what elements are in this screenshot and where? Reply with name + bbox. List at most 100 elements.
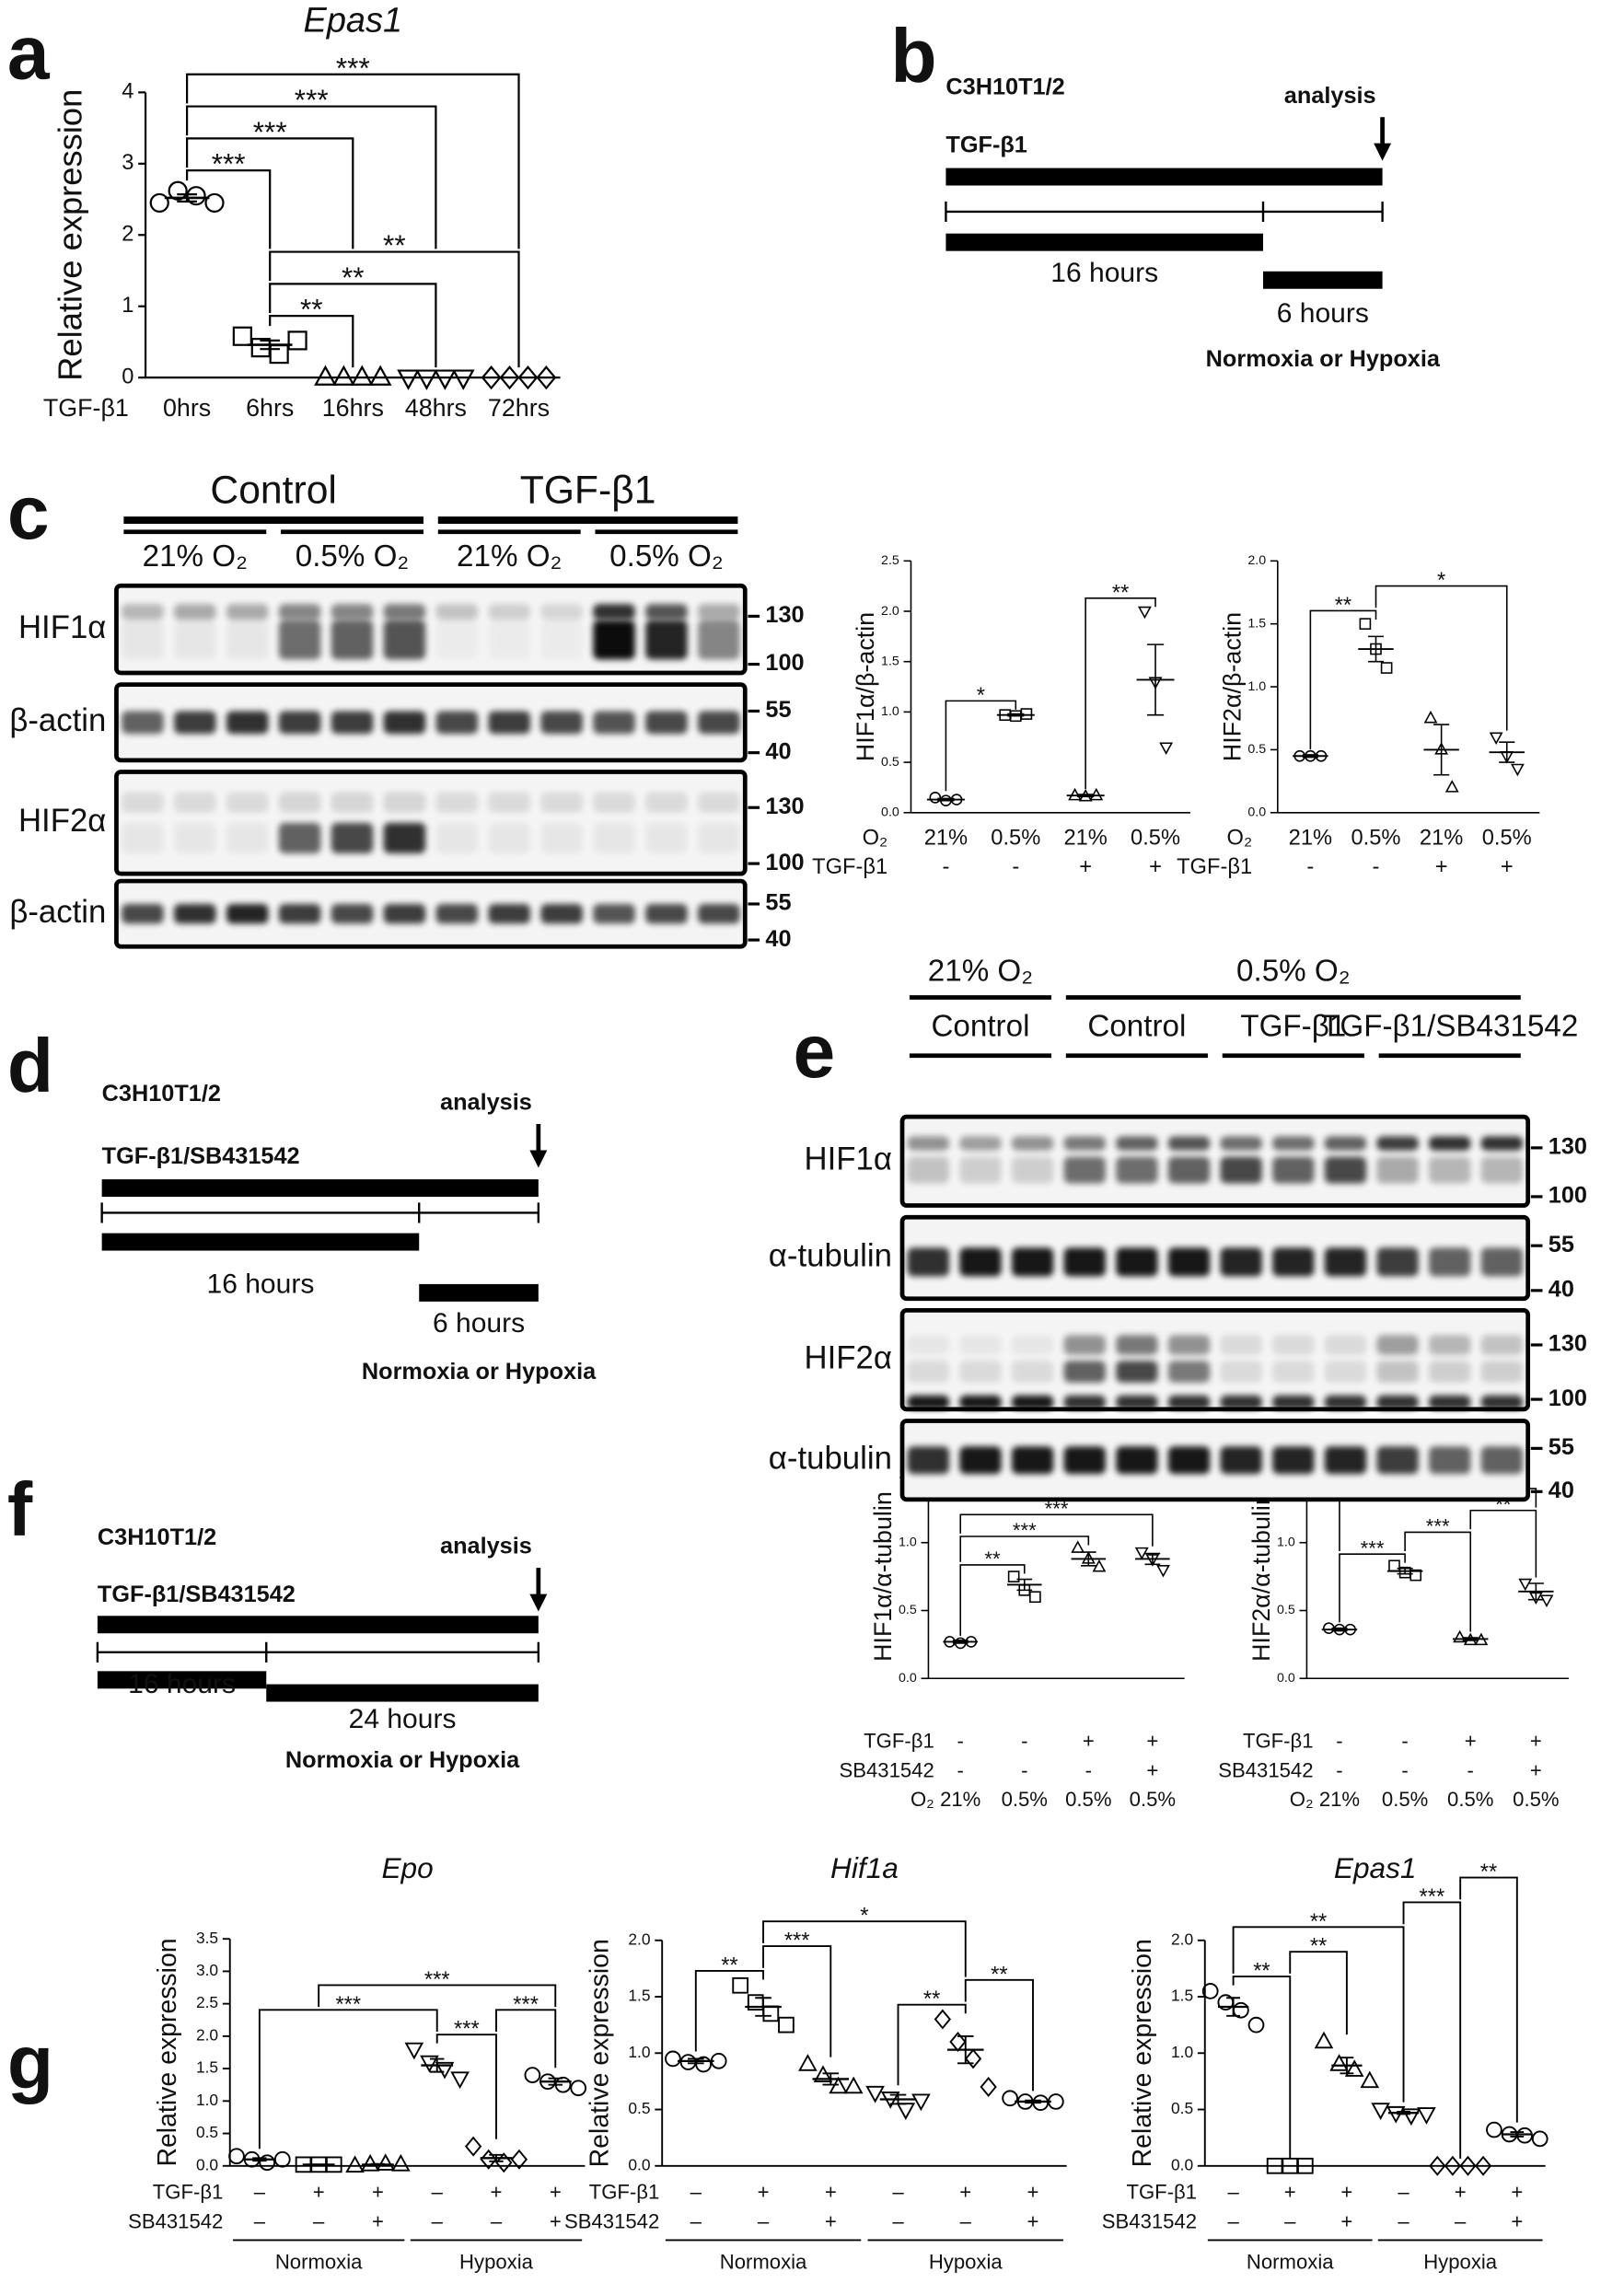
size-marker: 100 [1549, 1385, 1587, 1411]
x-tick-label: + [1083, 1730, 1095, 1753]
blot-frame [114, 583, 748, 676]
y-axis-label: HIF1α/α-tubulin [869, 1491, 897, 1662]
data-point [368, 365, 392, 386]
data-point [464, 2136, 482, 2157]
data-point [499, 365, 520, 390]
y-tick-label: 1.5 [1171, 1987, 1193, 2005]
x-tick-label: 21% [1420, 826, 1463, 850]
treatment-bar [101, 1179, 539, 1198]
data-point [345, 2155, 365, 2173]
significance-label: *** [1361, 1536, 1385, 1559]
band [907, 1395, 949, 1409]
error-bar [1146, 643, 1165, 716]
y-tick-label: 1.5 [196, 2058, 218, 2077]
error-bar [1144, 1552, 1161, 1566]
band [1272, 1395, 1315, 1409]
condition-label: Normoxia or Hypoxia [285, 1747, 520, 1773]
size-marker: 100 [1549, 1183, 1587, 1209]
size-marker: 40 [1549, 1478, 1574, 1503]
time-axis [96, 1641, 540, 1663]
x-row-label: TGF-β1 [1243, 1730, 1314, 1753]
x-tick-label: – [313, 2209, 325, 2232]
band [435, 822, 479, 854]
y-tick-label: 1.0 [899, 1535, 917, 1549]
y-tick-label: 0.5 [1247, 742, 1266, 757]
band [488, 792, 530, 813]
treatment-bar [97, 1616, 539, 1634]
x-tick-label: – [254, 2209, 266, 2232]
band [698, 711, 740, 735]
blot-frame [114, 682, 748, 763]
x-row-label: TGF-β1 [43, 394, 129, 422]
y-tick-label: 1.5 [881, 654, 899, 668]
band [1116, 1395, 1158, 1409]
significance-bracket [945, 700, 1017, 792]
x-row-label: TGF-β1 [1177, 855, 1252, 879]
band [1272, 1247, 1315, 1277]
x-tick-label: – [892, 2181, 904, 2204]
panel-label: b [890, 15, 936, 99]
lane-header: 0.5% O₂ [296, 539, 410, 574]
data-point [1444, 2155, 1462, 2176]
data-point [350, 365, 374, 386]
significance-label: *** [295, 83, 329, 116]
blot-frame [899, 1419, 1531, 1502]
band [1429, 1247, 1471, 1277]
error-bar [1025, 2099, 1041, 2104]
band [174, 604, 216, 620]
band [1063, 1156, 1106, 1184]
time-axis [945, 201, 1384, 223]
error-bar [1340, 2057, 1354, 2075]
significance-bracket [186, 73, 520, 249]
blot-row-label: α-tubulin [769, 1441, 892, 1476]
significance-bracket [1085, 597, 1156, 790]
band [1220, 1335, 1262, 1355]
data-point [287, 330, 307, 351]
error-bar [957, 2034, 974, 2065]
band [959, 1136, 1002, 1151]
x-tick-label: 21% [1063, 826, 1107, 850]
x-tick-label: 6hrs [246, 394, 294, 422]
x-tick-label: + [1511, 2209, 1523, 2232]
significance-label: ** [1310, 1910, 1327, 1934]
data-point [1029, 1591, 1041, 1604]
x-row-label: O₂ [863, 826, 888, 850]
error-bar [489, 2153, 504, 2162]
lane-header: 0.5% O₂ [1236, 954, 1351, 988]
panel-label: d [7, 1025, 53, 1108]
band [435, 903, 479, 924]
y-tick-label: 0.5 [628, 2099, 650, 2117]
timeline-treatment: TGF-β1/SB431542 [102, 1143, 300, 1169]
y-axis-label: HIF1α/β-actin [852, 612, 879, 761]
phase-label: 16 hours [128, 1669, 236, 1699]
band [593, 792, 635, 813]
data-point [911, 2093, 931, 2112]
x-tick-label: - [1467, 1758, 1474, 1781]
data-point [1359, 618, 1372, 631]
band [540, 903, 583, 924]
band [1324, 1361, 1367, 1383]
band [1116, 1335, 1158, 1355]
x-tick-label: - [942, 855, 949, 879]
lane-header: 21% O₂ [143, 539, 248, 574]
data-point [332, 365, 355, 386]
x-tick-label: + [1511, 2181, 1523, 2204]
band [540, 604, 583, 620]
error-bar [952, 1640, 969, 1644]
band [1429, 1361, 1471, 1383]
y-tick-label: 2 [122, 223, 133, 247]
x-tick-label: - [1306, 855, 1314, 879]
y-tick-label: 3.0 [196, 1961, 218, 1979]
x-tick-label: - [1012, 855, 1019, 879]
data-point [1486, 2121, 1502, 2138]
significance-label: ** [383, 228, 406, 261]
chart-title: Hif1a [830, 1851, 899, 1884]
blot-frame [899, 1307, 1531, 1412]
band [436, 620, 479, 660]
x-row-label: O₂ [1290, 1788, 1314, 1811]
timeline-title: C3H10T1/2 [102, 1081, 221, 1107]
significance-bracket [186, 105, 437, 249]
band [1429, 1395, 1471, 1409]
error-bar [1433, 724, 1450, 776]
